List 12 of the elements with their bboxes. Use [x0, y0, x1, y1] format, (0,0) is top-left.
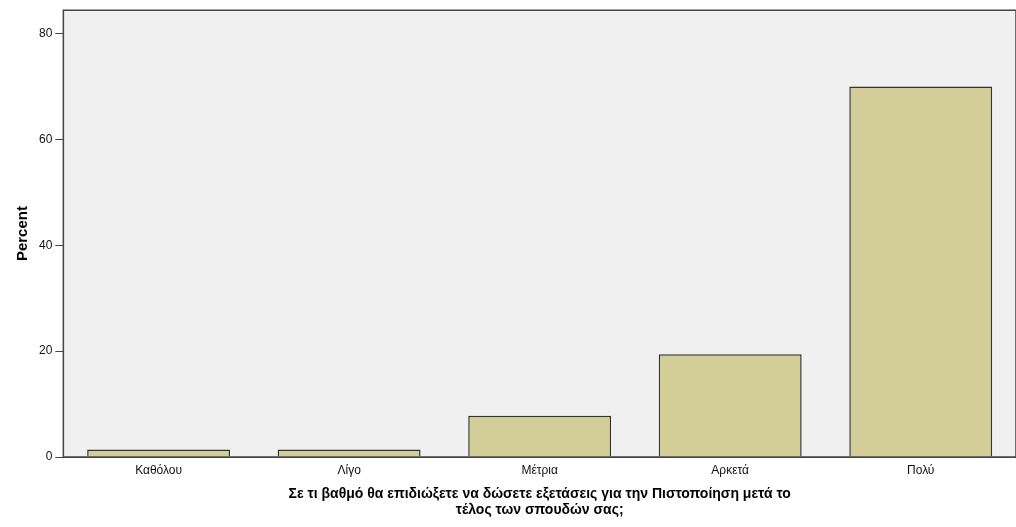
y-tick-label: 40 — [38, 237, 53, 252]
y-tick-label: 60 — [38, 131, 53, 146]
x-tick-label: Αρκετά — [711, 462, 750, 477]
x-tick-label: Λίγο — [337, 462, 362, 477]
x-tick-label: Μέτρια — [521, 462, 558, 477]
y-tick-label: 20 — [38, 343, 53, 358]
x-tick-label: Καθόλου — [135, 462, 183, 477]
y-tick-label: 0 — [45, 449, 53, 464]
y-axis-title: Percent — [13, 206, 31, 262]
y-tick-label: 80 — [38, 25, 53, 40]
x-tick-label: Πολύ — [907, 462, 935, 477]
x-axis-title: Σε τι βαθμό θα επιδιώξετε να δώσετε εξετάσεις για την Πιστοποίηση μετά το τέλος των σπουδών σας; — [288, 484, 791, 518]
